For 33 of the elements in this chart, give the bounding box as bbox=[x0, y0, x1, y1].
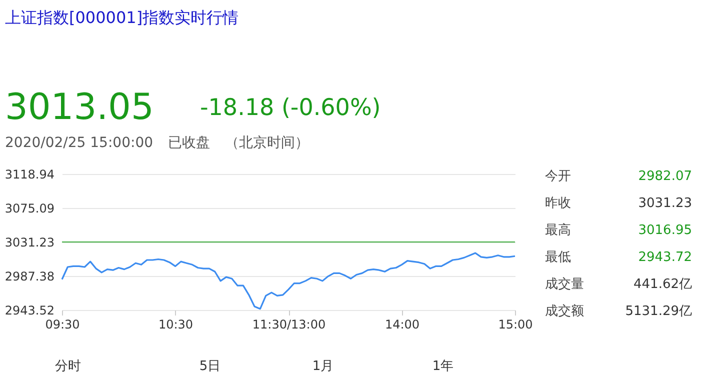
y-tick-label: 3118.94 bbox=[4, 168, 54, 182]
text: 1月 bbox=[312, 359, 334, 374]
text: 最低 bbox=[545, 250, 571, 265]
x-tick-label: 15:00 bbox=[498, 318, 533, 332]
x-tick-label: 11:30/13:00 bbox=[252, 318, 326, 332]
text: 3016.95 bbox=[638, 223, 692, 238]
text: 5131.29亿 bbox=[625, 304, 692, 319]
y-tick-label: 3075.09 bbox=[4, 201, 54, 216]
line-series bbox=[61, 252, 516, 310]
text: -18.18 (-0.60%) bbox=[200, 95, 381, 121]
y-tick-label: 3031.23 bbox=[4, 236, 54, 250]
text: 分时 bbox=[55, 359, 81, 374]
text: 1年 bbox=[432, 359, 454, 374]
text: 3031.23 bbox=[638, 196, 692, 211]
text: 昨收 bbox=[545, 196, 571, 211]
text: 今开 bbox=[545, 169, 571, 184]
text: 成交额 bbox=[545, 303, 584, 319]
text: 成交量 bbox=[545, 276, 584, 292]
text: 3013.05 bbox=[5, 87, 154, 128]
text: 5日 bbox=[199, 359, 221, 374]
y-tick-label: 2987.38 bbox=[4, 269, 54, 284]
chart-title: 上证指数[000001]指数实时行情 bbox=[5, 8, 239, 27]
text: （北京时间） bbox=[225, 135, 309, 151]
x-tick-label: 09:30 bbox=[45, 318, 80, 332]
x-tick-label: 10:30 bbox=[158, 318, 194, 332]
text: 已收盘 bbox=[168, 135, 210, 151]
y-tick-label: 2943.52 bbox=[4, 304, 54, 318]
text: 2020/02/25 15:00:00 bbox=[5, 135, 154, 151]
text: 2943.72 bbox=[638, 250, 692, 265]
text: 441.62亿 bbox=[634, 277, 692, 292]
text: 最高 bbox=[545, 222, 571, 238]
text: 2982.07 bbox=[638, 169, 692, 184]
x-tick-label: 14:00 bbox=[384, 318, 420, 332]
